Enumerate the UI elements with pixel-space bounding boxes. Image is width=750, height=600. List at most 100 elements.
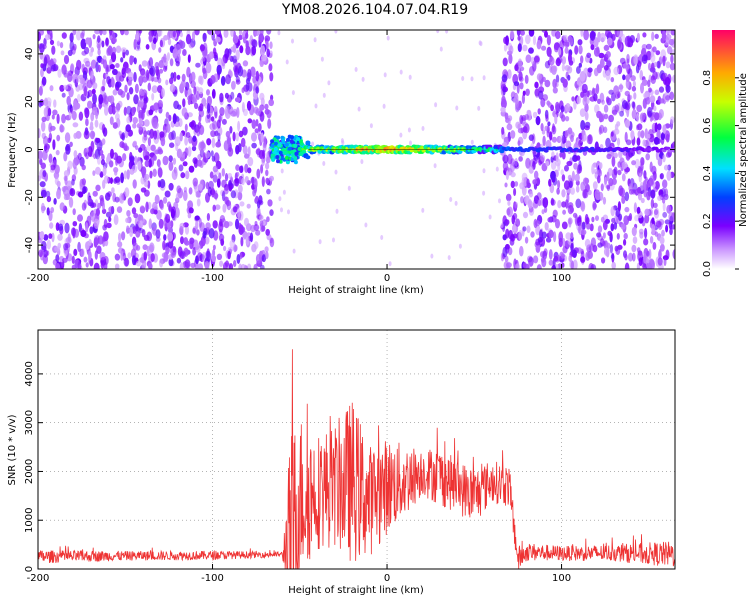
heatmap-cell: [40, 68, 44, 78]
heatmap-cell: [109, 160, 114, 168]
heatmap-cell: [219, 260, 224, 267]
y-tick-label: 2000: [24, 459, 35, 484]
colorbar-tick-label: 0.4: [702, 165, 713, 181]
heatmap-cell: [655, 50, 661, 56]
heatmap-cell: [135, 260, 141, 267]
heatmap-cell: [39, 181, 46, 188]
heatmap-cell: [87, 100, 93, 109]
heatmap-cell: [157, 99, 163, 110]
heatmap-cell: [522, 44, 528, 52]
heatmap-cell: [517, 140, 521, 147]
heatmap-cell: [145, 44, 150, 50]
heatmap-cell: [192, 177, 198, 187]
heatmap-cell: [255, 86, 260, 94]
heatmap-cell: [108, 30, 113, 36]
heatmap-cell: [510, 171, 516, 178]
heatmap-cell: [551, 264, 557, 269]
heatmap-cell: [501, 126, 505, 135]
snr-frame: [37, 329, 676, 570]
heatmap-cell: [212, 220, 218, 229]
heatmap-cell: [239, 45, 244, 54]
heatmap-cell: [112, 122, 118, 129]
heatmap-cell: [40, 162, 46, 170]
heatmap-cell: [605, 137, 611, 148]
heatmap-cell: [143, 251, 148, 261]
heatmap-cell: [273, 141, 278, 146]
heatmap-cell: [106, 155, 111, 165]
heatmap-cell: [56, 134, 61, 142]
heatmap-cell: [69, 32, 74, 43]
heatmap-cell: [160, 136, 166, 147]
heatmap-cell: [449, 197, 453, 202]
heatmap-cell: [526, 225, 531, 234]
heatmap-cell: [146, 231, 153, 242]
heatmap-cell: [114, 253, 121, 261]
heatmap-cell: [202, 230, 207, 239]
heatmap-cell: [196, 198, 201, 207]
heatmap-cell: [624, 253, 628, 261]
heatmap-cell: [658, 86, 665, 93]
heatmap-cell: [38, 31, 41, 42]
heatmap-cell: [242, 231, 248, 240]
heatmap-cell: [206, 213, 210, 221]
colorbar: 0.0 0.2 0.4 0.6 0.8 Normalized spectral ampl…: [702, 30, 749, 277]
heatmap-cell: [92, 93, 97, 105]
x-tick-label: 100: [552, 273, 571, 284]
heatmap-cell: [213, 192, 219, 199]
heatmap-cell: [255, 108, 261, 116]
heatmap-cell: [560, 105, 565, 113]
heatmap-cell: [566, 160, 573, 167]
heatmap-cell: [544, 206, 548, 213]
heatmap-cell: [506, 123, 513, 131]
heatmap-cell: [141, 229, 146, 238]
heatmap-cell: [56, 113, 60, 125]
heatmap-cell: [592, 244, 598, 253]
heatmap-cell: [619, 83, 623, 93]
heatmap-cell: [583, 188, 589, 199]
heatmap-cell: [552, 87, 558, 94]
heatmap-cell: [562, 246, 568, 254]
heatmap-cell: [648, 87, 652, 93]
heatmap-cell: [168, 161, 174, 172]
heatmap-cell: [598, 162, 603, 170]
heatmap-cell: [269, 72, 274, 82]
heatmap-cell: [530, 231, 535, 238]
heatmap-cell: [439, 46, 443, 52]
heatmap-cell: [43, 97, 49, 107]
heatmap-cell: [584, 111, 589, 121]
heatmap-cell: [645, 255, 649, 264]
heatmap-cell: [205, 250, 212, 262]
heatmap-cell: [165, 213, 171, 223]
heatmap-cell: [624, 119, 631, 128]
heatmap-cell: [185, 132, 191, 138]
heatmap-cell: [101, 40, 105, 48]
heatmap-cell: [95, 184, 101, 192]
heatmap-cell: [109, 116, 114, 125]
heatmap-cell: [605, 96, 610, 104]
heatmap-cell: [613, 152, 618, 159]
heatmap-cell: [134, 217, 139, 227]
heatmap-cell: [56, 189, 61, 200]
heatmap-cell: [266, 30, 272, 35]
heatmap-cell: [53, 198, 57, 205]
heatmap-cell: [665, 152, 672, 158]
heatmap-cell: [518, 71, 523, 81]
heatmap-cell: [133, 71, 137, 83]
heatmap-cell: [637, 192, 643, 201]
heatmap-cell: [149, 170, 153, 179]
heatmap-cell: [175, 142, 179, 152]
heatmap-cell: [550, 170, 556, 181]
heatmap-cell: [332, 237, 335, 243]
heatmap-cell: [90, 202, 95, 209]
heatmap-cell: [606, 153, 612, 160]
heatmap-cell: [596, 64, 602, 74]
heatmap-cell: [569, 180, 573, 188]
heatmap-cell: [658, 109, 664, 119]
heatmap-cell: [652, 241, 657, 250]
heatmap-cell: [100, 262, 105, 269]
heatmap-cell: [253, 178, 258, 190]
heatmap-cell: [560, 253, 566, 259]
heatmap-cell: [591, 216, 595, 223]
heatmap-cell: [199, 44, 205, 52]
